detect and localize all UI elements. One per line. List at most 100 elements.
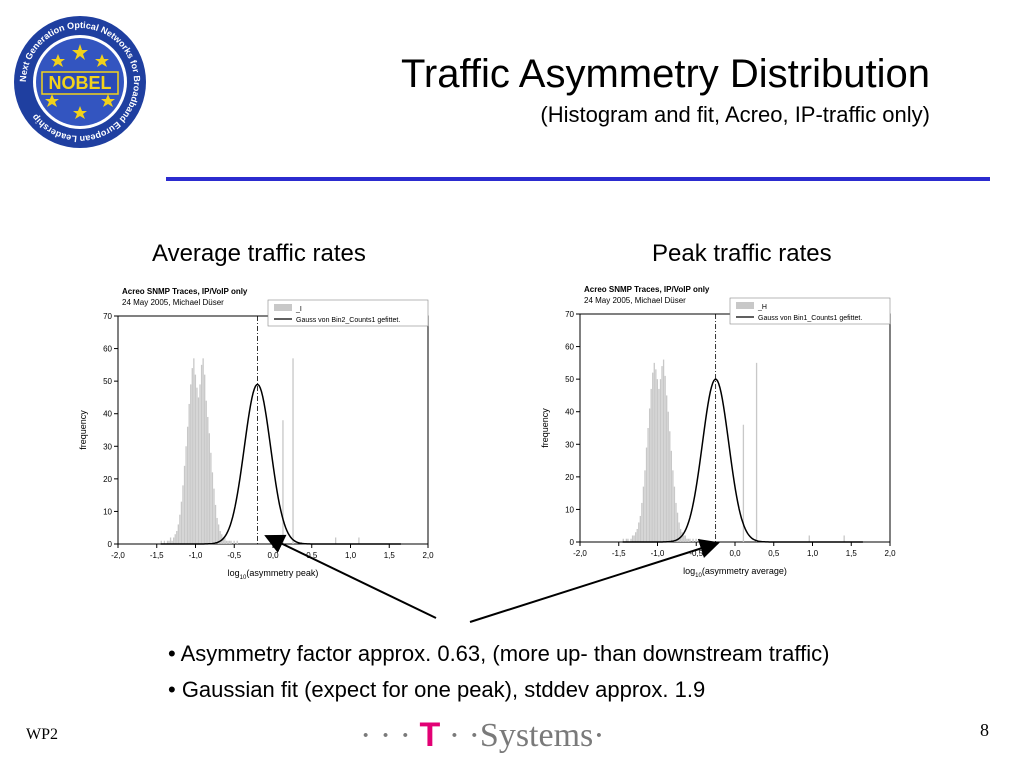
histogram-bar (210, 452, 212, 544)
histogram-bar (188, 403, 190, 544)
histogram-bar (216, 517, 218, 544)
histogram-bar (676, 512, 679, 542)
y-tick-label: 40 (565, 408, 574, 417)
histogram-bar (222, 537, 224, 544)
y-tick-label: 20 (565, 473, 574, 482)
histogram-bar (224, 537, 226, 544)
chart-header: Acreo SNMP Traces, IP/VoIP only (122, 287, 248, 296)
histogram-bar (169, 537, 172, 544)
x-axis-label-main: log (228, 568, 240, 578)
y-tick-label: 30 (103, 442, 112, 451)
y-axis-label: frequency (540, 408, 550, 448)
histogram-bar (186, 426, 189, 544)
histogram-bar (358, 537, 360, 544)
histogram-bar (644, 470, 646, 542)
right-panel-title: Peak traffic rates (652, 240, 832, 267)
histogram-bar (214, 504, 217, 544)
histogram-bar (335, 537, 337, 544)
chart-subheader: 24 May 2005, Michael Düser (122, 298, 224, 307)
y-tick-label: 30 (565, 440, 574, 449)
histogram-bar (185, 446, 187, 544)
histogram-bar (659, 379, 662, 542)
histogram-bar (667, 411, 669, 542)
gauss-fit-line (622, 378, 863, 543)
histogram-bar (205, 400, 207, 544)
y-tick-label: 60 (103, 345, 112, 354)
chart-header: Acreo SNMP Traces, IP/VoIP only (584, 285, 710, 294)
star-icons (45, 44, 115, 119)
x-tick-label: 1,5 (846, 549, 858, 558)
histogram-bar (177, 524, 179, 544)
x-tick-label: 0,0 (267, 551, 279, 560)
legend-label: Gauss von Bin1_Counts1 gefittet. (758, 315, 862, 322)
histogram-chart-peak: Acreo SNMP Traces, IP/VoIP only 24 May 20… (540, 285, 896, 579)
histogram-bar (638, 522, 640, 542)
histogram-bar (627, 538, 629, 542)
histogram-bar (662, 359, 665, 542)
histogram-bar (684, 535, 686, 542)
histogram-bar (653, 362, 655, 542)
histogram-bar (163, 540, 166, 544)
y-tick-label: 10 (565, 505, 574, 514)
histogram-bar (656, 379, 659, 542)
histogram-bar (692, 538, 694, 542)
histogram-bar (179, 514, 181, 544)
bullet-item: • Gaussian fit (expect for one peak), st… (168, 677, 706, 702)
y-axis-label: frequency (78, 410, 88, 450)
y-tick-label: 50 (103, 377, 112, 386)
histogram-bar (652, 372, 654, 542)
y-tick-label: 60 (565, 343, 574, 352)
x-tick-label: 1,0 (807, 549, 819, 558)
histogram-bar (681, 532, 683, 542)
histogram-bar (678, 522, 680, 542)
x-tick-label: -2,0 (573, 549, 587, 558)
x-axis-label-main: log (683, 566, 695, 576)
histogram-bar (687, 538, 690, 542)
x-tick-label: -2,0 (111, 551, 125, 560)
histogram-bar (160, 540, 162, 544)
histogram-bar (180, 501, 183, 544)
histogram-bar (622, 538, 624, 542)
x-tick-label: -1,5 (612, 549, 626, 558)
x-axis-label-rest: (asymmetry average) (702, 566, 787, 576)
bullet-item: • Asymmetry factor approx. 0.63, (more u… (168, 641, 830, 666)
histogram-bar (755, 362, 758, 542)
y-tick-label: 70 (103, 312, 112, 321)
histogram-bar (672, 470, 674, 542)
y-tick-label: 70 (565, 310, 574, 319)
histogram-bar (230, 540, 232, 544)
y-tick-label: 10 (103, 507, 112, 516)
nobel-logo: Next Generation Optical Networks for Bro… (14, 16, 146, 148)
histogram-bar (630, 538, 632, 542)
y-tick-label: 20 (103, 475, 112, 484)
histogram-bar (208, 433, 210, 544)
histogram-bar (236, 540, 238, 544)
histogram-bar (182, 485, 184, 544)
x-tick-label: -1,0 (189, 551, 203, 560)
histogram-bar (219, 530, 221, 544)
histogram-bar (669, 431, 671, 542)
histogram-bar (641, 502, 643, 542)
histogram-bar (196, 387, 198, 544)
histogram-bar (645, 447, 648, 542)
histogram-bar (675, 502, 677, 542)
x-tick-label: 1,0 (345, 551, 357, 560)
slide-subtitle: (Histogram and fit, Acreo, IP-traffic on… (540, 102, 930, 127)
legend-swatch-bars (736, 302, 754, 309)
histogram-bar (686, 538, 688, 542)
histogram-bar (202, 358, 204, 544)
legend-box (729, 297, 891, 325)
histogram-bar (625, 538, 628, 542)
histogram-bar (171, 540, 173, 544)
histogram-bar (689, 538, 691, 542)
histogram-bar (679, 528, 682, 542)
histogram-bar (698, 538, 700, 542)
histogram-bar (648, 408, 651, 542)
y-tick-label: 40 (103, 410, 112, 419)
histogram-bar (228, 540, 231, 544)
title-divider (166, 177, 990, 181)
x-tick-label: 2,0 (884, 549, 896, 558)
histogram-bar (176, 530, 178, 544)
legend-box (267, 299, 429, 327)
histogram-bar (636, 528, 638, 542)
